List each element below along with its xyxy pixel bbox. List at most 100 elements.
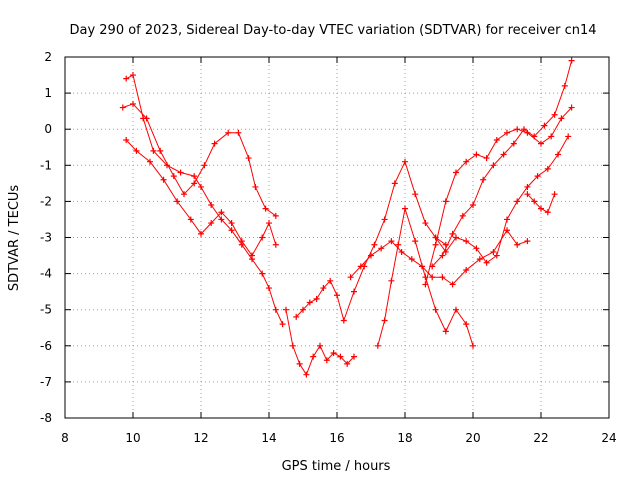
- data-point: [327, 277, 334, 284]
- series-line: [122, 103, 277, 217]
- series-track-2: [119, 100, 279, 219]
- y-axis-label: SDTVAR / TECUs: [7, 185, 22, 292]
- data-point: [463, 238, 470, 245]
- series-track-4: [283, 306, 357, 378]
- data-point: [283, 306, 289, 313]
- data-point: [252, 183, 259, 190]
- data-point: [453, 169, 459, 176]
- y-tick-label: 0: [44, 122, 52, 136]
- data-point: [555, 151, 561, 158]
- data-point: [422, 220, 429, 227]
- data-point: [548, 133, 555, 140]
- data-point: [422, 281, 429, 288]
- grid-lines: [65, 57, 609, 418]
- data-point: [453, 306, 459, 313]
- data-point: [272, 241, 279, 248]
- data-point: [538, 140, 544, 147]
- series-track-7: [347, 227, 531, 288]
- data-point: [147, 158, 153, 165]
- data-point: [463, 158, 470, 165]
- x-tick-label: 20: [465, 431, 480, 445]
- data-point: [490, 162, 497, 169]
- data-point: [531, 133, 538, 140]
- data-point: [476, 256, 483, 263]
- series-track-8: [422, 104, 575, 288]
- data-point: [303, 371, 310, 378]
- x-tick-label: 24: [601, 431, 616, 445]
- data-point: [395, 241, 402, 248]
- data-point: [198, 230, 204, 237]
- x-tick-label: 18: [397, 431, 412, 445]
- x-tick-label: 22: [533, 431, 548, 445]
- data-point: [313, 295, 320, 302]
- data-point: [235, 129, 242, 136]
- chart-title: Day 290 of 2023, Sidereal Day-to-day VTE…: [69, 23, 596, 38]
- data-point: [266, 220, 272, 227]
- data-point: [449, 230, 456, 237]
- data-point: [289, 342, 296, 349]
- data-point: [551, 191, 558, 198]
- data-point: [473, 245, 480, 252]
- series-track-10: [432, 133, 572, 266]
- data-point: [300, 306, 306, 313]
- x-tick-label: 16: [329, 431, 344, 445]
- x-tick-label: 10: [125, 431, 140, 445]
- data-point: [514, 198, 521, 205]
- data-point: [337, 353, 344, 360]
- x-tick-label: 14: [261, 431, 276, 445]
- series-line: [295, 160, 447, 323]
- data-point: [388, 277, 395, 284]
- data-point: [483, 259, 490, 266]
- series-track-6: [374, 205, 476, 349]
- y-tick-label: 2: [44, 50, 52, 64]
- data-point: [473, 151, 480, 158]
- data-point: [293, 313, 300, 320]
- data-point: [534, 173, 541, 180]
- data-point: [279, 321, 286, 328]
- series-line: [435, 136, 569, 264]
- data-point: [483, 155, 490, 162]
- data-point: [259, 270, 266, 277]
- series-track-1: [123, 72, 286, 328]
- data-point: [191, 180, 198, 187]
- data-point: [249, 252, 255, 259]
- y-tick-label: -2: [40, 194, 52, 208]
- data-point: [408, 256, 415, 263]
- data-point: [211, 140, 218, 147]
- series-track-9: [429, 57, 575, 270]
- data-point: [208, 202, 215, 209]
- data-point: [544, 209, 551, 216]
- data-point: [174, 198, 181, 205]
- data-point: [524, 183, 531, 190]
- data-point: [551, 111, 558, 118]
- data-point: [351, 288, 357, 295]
- data-point: [531, 198, 538, 205]
- data-point: [432, 241, 439, 248]
- y-tick-label: -3: [40, 231, 52, 245]
- data-point: [381, 216, 388, 223]
- data-point: [272, 306, 279, 313]
- data-point: [504, 227, 510, 234]
- data-point: [544, 165, 551, 172]
- data-point: [429, 263, 436, 270]
- data-point: [439, 252, 446, 259]
- data-point: [541, 122, 548, 129]
- data-point: [310, 353, 317, 360]
- data-point: [391, 180, 398, 187]
- data-point: [266, 285, 272, 292]
- data-point: [218, 209, 225, 216]
- data-point: [442, 198, 449, 205]
- data-point: [160, 176, 167, 183]
- y-tick-labels: -8 -7 -6 -5 -4 -3 -2 -1 0 1 2: [40, 50, 52, 425]
- data-point: [463, 266, 470, 273]
- y-tick-label: -6: [40, 339, 52, 353]
- data-point: [442, 328, 449, 335]
- data-point: [181, 191, 187, 198]
- data-point: [412, 191, 419, 198]
- data-point: [459, 212, 466, 219]
- data-point: [208, 220, 215, 227]
- data-point: [388, 238, 395, 245]
- data-point: [347, 274, 354, 281]
- data-point: [330, 350, 337, 357]
- series-track-3: [123, 137, 279, 259]
